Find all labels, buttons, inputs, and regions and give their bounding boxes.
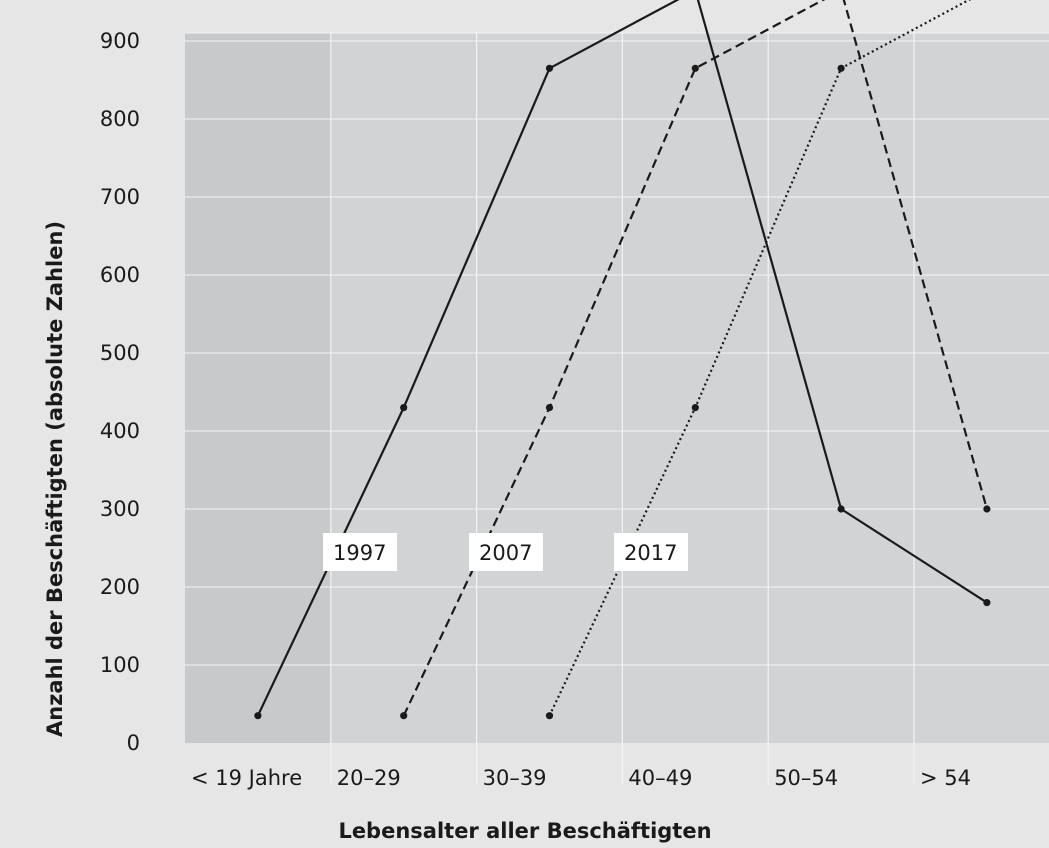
series-label-box-2007 xyxy=(469,533,543,571)
series-line-1997 xyxy=(256,0,988,717)
x-tick-label: > 54 xyxy=(920,766,971,790)
data-point-2017 xyxy=(837,64,845,72)
data-point-2007 xyxy=(545,404,554,412)
data-point-2007 xyxy=(400,712,408,720)
first-column-shade xyxy=(185,33,331,743)
x-tick-label: 20–29 xyxy=(337,766,401,790)
data-point-2007 xyxy=(691,64,699,72)
series-labels: 1997 2007 2017 xyxy=(323,533,688,571)
y-tick-label: 500 xyxy=(100,341,140,365)
x-tick-label: < 19 Jahre xyxy=(191,766,302,790)
y-axis-ticks: 01002003004005006007008009001000 xyxy=(100,29,140,755)
y-tick-label: 0 xyxy=(127,731,140,755)
data-point-1997 xyxy=(983,599,991,607)
x-tick-label: 40–49 xyxy=(628,766,692,790)
series-points xyxy=(254,64,991,720)
series-label-2017: 2017 xyxy=(624,541,677,565)
series-label-box-2017 xyxy=(614,533,688,571)
y-tick-label: 100 xyxy=(100,653,140,677)
x-tick-label: 50–54 xyxy=(774,766,838,790)
x-tick-label: 30–39 xyxy=(483,766,547,790)
series-line-2007 xyxy=(402,0,988,717)
data-point-1997 xyxy=(400,404,408,412)
y-tick-label: 200 xyxy=(100,575,140,599)
series-label-2007: 2007 xyxy=(479,541,532,565)
y-tick-label: 900 xyxy=(100,29,140,53)
y-tick-label: 800 xyxy=(100,107,140,131)
y-tick-label: 400 xyxy=(100,419,140,443)
series-label-box-1997 xyxy=(323,533,397,571)
data-point-1997 xyxy=(837,505,845,513)
x-axis-ticks: < 19 Jahre 20–29 30–39 40–49 50–54 > 54 xyxy=(191,766,971,790)
series-label-1997: 1997 xyxy=(333,541,386,565)
y-axis-title: Anzahl der Beschäftigten (absolute Zahle… xyxy=(43,221,67,737)
data-point-2017 xyxy=(691,404,699,412)
y-tick-label: 600 xyxy=(100,263,140,287)
data-point-2007 xyxy=(983,505,991,513)
data-point-2017 xyxy=(545,712,554,720)
y-tick-label: 700 xyxy=(100,185,140,209)
data-point-1997 xyxy=(545,64,554,72)
x-axis-title: Lebensalter aller Beschäftigten xyxy=(338,819,711,843)
y-tick-label: 300 xyxy=(100,497,140,521)
data-point-1997 xyxy=(254,712,262,720)
